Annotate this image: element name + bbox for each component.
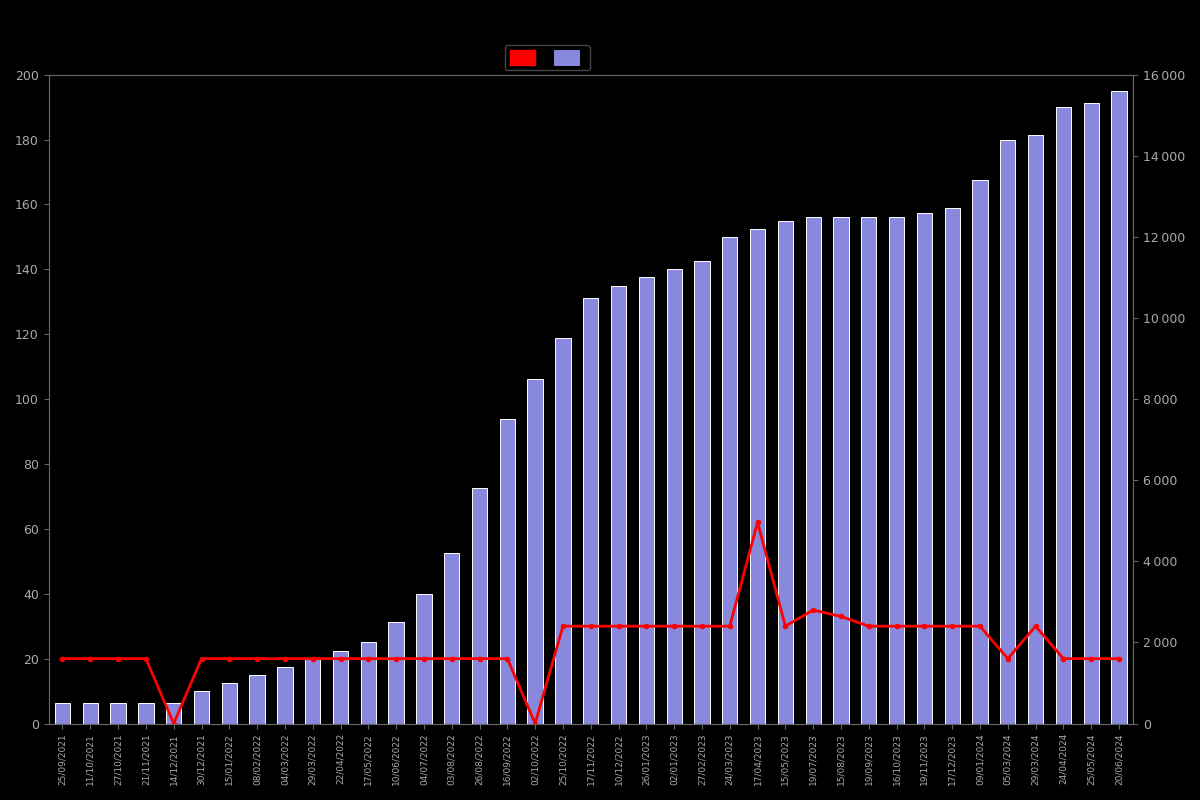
Bar: [611, 286, 626, 723]
Bar: [862, 217, 876, 723]
Bar: [472, 488, 487, 723]
Bar: [638, 278, 654, 723]
Legend: , : ,: [505, 45, 590, 70]
Bar: [110, 703, 126, 723]
Bar: [222, 683, 236, 723]
Bar: [695, 261, 709, 723]
Bar: [750, 229, 766, 723]
Bar: [83, 703, 98, 723]
Bar: [556, 338, 570, 723]
Bar: [1084, 103, 1099, 723]
Bar: [55, 703, 70, 723]
Bar: [332, 650, 348, 723]
Bar: [1056, 107, 1072, 723]
Bar: [166, 703, 181, 723]
Bar: [972, 180, 988, 723]
Bar: [722, 237, 738, 723]
Bar: [444, 553, 460, 723]
Bar: [1028, 135, 1043, 723]
Bar: [778, 221, 793, 723]
Bar: [194, 691, 209, 723]
Bar: [889, 217, 905, 723]
Bar: [305, 658, 320, 723]
Bar: [944, 209, 960, 723]
Bar: [528, 379, 542, 723]
Bar: [666, 270, 682, 723]
Bar: [1111, 91, 1127, 723]
Bar: [499, 419, 515, 723]
Bar: [138, 703, 154, 723]
Bar: [805, 217, 821, 723]
Bar: [917, 213, 932, 723]
Bar: [416, 594, 432, 723]
Bar: [833, 217, 848, 723]
Bar: [389, 622, 403, 723]
Bar: [583, 298, 599, 723]
Bar: [277, 666, 293, 723]
Bar: [1000, 139, 1015, 723]
Bar: [361, 642, 376, 723]
Bar: [250, 675, 265, 723]
